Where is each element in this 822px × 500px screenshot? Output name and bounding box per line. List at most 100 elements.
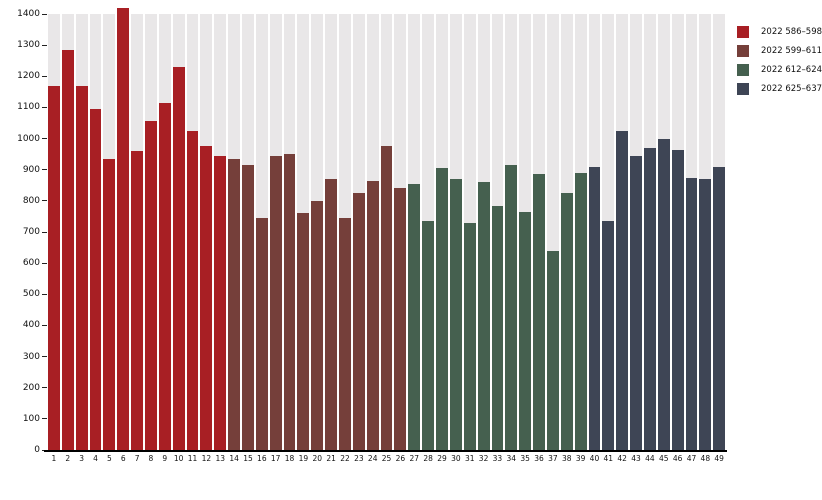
bar-slot [615, 0, 629, 450]
y-tick-label: 1000 [17, 133, 40, 144]
legend-label: 2022 625–637 [761, 84, 822, 94]
bar [297, 213, 310, 450]
bar-slot [546, 0, 560, 450]
bar-slot [712, 0, 726, 450]
bar-slot [213, 0, 227, 450]
x-tick-label: 39 [575, 454, 586, 463]
bar-slot [241, 0, 255, 450]
y-tick-mark [42, 293, 47, 295]
x-tick-label: 29 [437, 454, 447, 463]
bar [685, 177, 698, 450]
bar-slot [186, 0, 200, 450]
bar-slot [130, 0, 144, 450]
x-tick-label: 46 [672, 454, 683, 463]
bar-slot [407, 0, 421, 450]
bar [131, 151, 144, 450]
x-tick-label: 19 [298, 454, 309, 463]
bar [533, 174, 545, 450]
bar [463, 222, 476, 450]
x-tick-label: 10 [173, 454, 184, 463]
x-tick-label: 20 [312, 454, 323, 463]
x-tick-label: 41 [603, 454, 614, 463]
y-tick-label: 400 [22, 320, 40, 331]
bar-slot [449, 0, 463, 450]
bar [61, 49, 74, 450]
x-tick-label: 23 [354, 454, 364, 463]
x-tick-label: 17 [270, 454, 281, 463]
x-tick-label: 27 [409, 454, 420, 463]
bar-slot [435, 0, 449, 450]
bar-slot [380, 0, 394, 450]
bar-slot [643, 0, 657, 450]
bar [505, 165, 518, 450]
x-tick-label: 7 [134, 454, 140, 463]
bar [269, 155, 282, 450]
bar [352, 193, 365, 450]
bar [546, 250, 559, 450]
x-tick-label: 6 [120, 454, 126, 463]
bar-slot [629, 0, 643, 450]
bar-slot [574, 0, 588, 450]
x-tick-label: 31 [464, 454, 475, 463]
y-tick-mark [42, 324, 47, 326]
legend-swatch-green [737, 64, 749, 76]
bar-slot [532, 0, 546, 450]
y-tick-label: 1400 [17, 9, 40, 19]
bar [75, 85, 88, 450]
y-tick-mark [42, 231, 47, 233]
x-tick-label: 22 [340, 454, 350, 463]
bar-slot [393, 0, 407, 450]
bar [602, 221, 615, 450]
bar [228, 158, 241, 450]
bar-slot [199, 0, 213, 450]
legend-swatch-red [737, 26, 749, 38]
bar [657, 138, 670, 450]
bar-slot [657, 0, 671, 450]
y-tick-label: 300 [22, 351, 40, 362]
y-axis: 0 100 200 300 400 500 600 700 800 900 1000 1100 1200… [0, 0, 47, 465]
x-tick-label: 5 [106, 454, 112, 463]
bar [242, 165, 254, 450]
y-tick-mark [42, 106, 47, 108]
bar [588, 166, 601, 450]
y-tick-label: 800 [22, 195, 40, 206]
legend-label: 2022 586–598 [761, 27, 822, 37]
y-tick-label: 500 [22, 289, 40, 300]
plot-area [47, 0, 726, 450]
bar-slot [421, 0, 435, 450]
bar [449, 179, 462, 450]
bar [89, 109, 102, 450]
bar-slot [269, 0, 283, 450]
bar-slot [227, 0, 241, 450]
x-tick-label: 35 [520, 454, 530, 463]
x-axis-line [44, 450, 727, 452]
legend-item: 2022 625–637 [737, 83, 822, 95]
y-tick-label: 600 [22, 258, 40, 269]
legend-label: 2022 599–611 [761, 46, 822, 56]
y-tick-mark [42, 13, 47, 15]
bar [699, 179, 712, 450]
bar [671, 149, 684, 450]
bar [214, 155, 227, 450]
bar [380, 146, 393, 450]
x-tick-label: 25 [381, 454, 392, 463]
bar-slot [588, 0, 602, 450]
bar [200, 146, 213, 450]
bar-slot [671, 0, 685, 450]
x-tick-label: 47 [686, 454, 697, 463]
y-tick-mark [42, 200, 47, 202]
bar [117, 7, 130, 450]
x-tick-label: 12 [201, 454, 212, 463]
y-tick-mark [42, 356, 47, 358]
bar-slot [491, 0, 505, 450]
bar-slot [560, 0, 574, 450]
bar-slot [310, 0, 324, 450]
bar-slot [283, 0, 297, 450]
bar-slot [477, 0, 491, 450]
bar-slot [463, 0, 477, 450]
bar-slot [698, 0, 712, 450]
x-tick-label: 32 [478, 454, 489, 463]
bar-slot [601, 0, 615, 450]
legend-swatch-brown [737, 45, 749, 57]
bar [394, 188, 407, 450]
